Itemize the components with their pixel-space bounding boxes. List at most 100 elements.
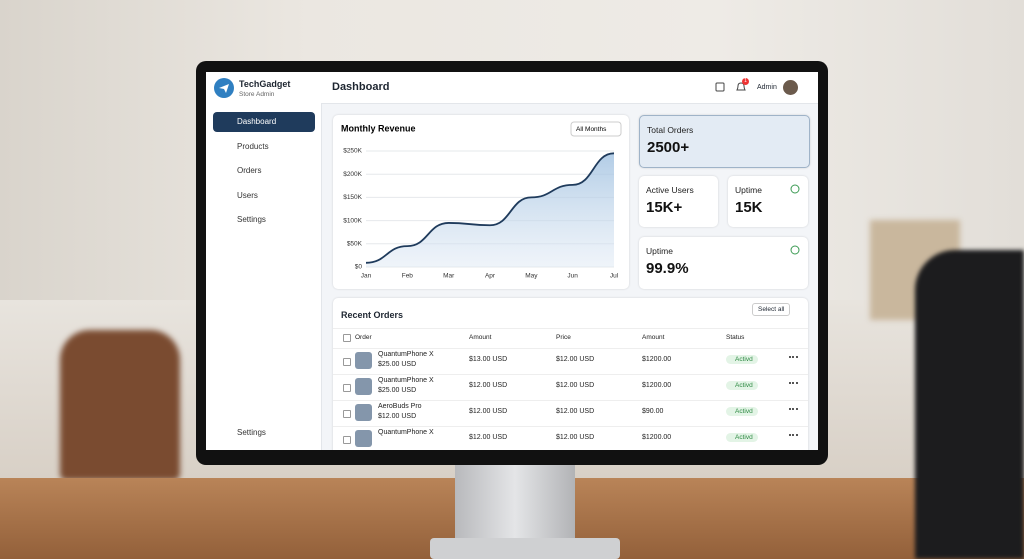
column-header: Price	[556, 334, 571, 341]
status-badge: Activd	[726, 407, 758, 416]
y-tick-label: $0	[355, 264, 363, 271]
stat-card: Uptime 99.9%	[639, 237, 808, 289]
user-name[interactable]: Admin	[757, 84, 777, 91]
topbar: Dashboard 1 Admin	[321, 72, 818, 104]
total: $1200.00	[642, 356, 672, 363]
notification-badge: 1	[742, 78, 749, 85]
product-price: $12.00 USD	[378, 413, 417, 420]
product-price: $25.00 USD	[378, 361, 417, 368]
column-header: Order	[355, 334, 372, 341]
product-thumb	[355, 404, 372, 421]
price: $12.00 USD	[556, 356, 595, 363]
product-name: QuantumPhone X	[378, 377, 434, 384]
nav-item[interactable]: Users	[237, 190, 258, 200]
orders-table: Order Amount Price Amount Status QuantumPhone…	[333, 328, 808, 450]
y-tick-label: $100K	[343, 217, 362, 224]
row-divider	[333, 348, 808, 349]
select-all-button[interactable]: Select all	[752, 303, 791, 316]
sidebar: TechGadget Store Admin Dashboard Products…	[206, 72, 322, 450]
row-menu[interactable]	[789, 408, 798, 412]
stat-label: Total Orders	[647, 125, 694, 135]
area	[366, 153, 614, 267]
amount: $12.00 USD	[469, 408, 508, 415]
product-price: $25.00 USD	[378, 387, 417, 394]
calendar-icon[interactable]	[715, 82, 725, 92]
row-divider	[333, 374, 808, 375]
nav-settings[interactable]: Settings	[237, 428, 266, 437]
y-tick-label: $50K	[347, 241, 363, 248]
orders-card: Recent Orders Select all Order Amount Pric…	[333, 298, 808, 450]
product-thumb	[355, 378, 372, 395]
page-title: Dashboard	[332, 81, 390, 93]
row-menu[interactable]	[789, 356, 798, 360]
price: $12.00 USD	[556, 434, 595, 441]
y-tick-label: $200K	[343, 171, 362, 178]
filter-dropdown[interactable]	[570, 121, 622, 137]
row-menu[interactable]	[789, 434, 798, 438]
row-divider	[333, 426, 808, 427]
x-tick-label: Apr	[485, 273, 496, 280]
nav-item[interactable]: Orders	[237, 166, 262, 175]
y-tick-label: $250K	[343, 148, 362, 155]
total: $1200.00	[642, 382, 672, 389]
status-badge: Activd	[726, 355, 758, 364]
nav-item[interactable]: Settings	[237, 215, 266, 224]
product-name: QuantumPhone X	[378, 351, 434, 358]
x-tick-label: Jul	[610, 273, 619, 280]
stat-card: Uptime 15K	[728, 176, 808, 227]
revenue-card: Monthly Revenue All Months $0 $50K $100K $1…	[333, 115, 629, 289]
brand: TechGadget	[239, 79, 291, 89]
monitor-stand	[455, 455, 575, 545]
checkbox[interactable]	[343, 436, 351, 444]
nav-item[interactable]: Products	[237, 141, 269, 151]
x-tick-label: Jun	[567, 273, 578, 280]
x-tick-label: May	[525, 273, 538, 280]
stat-value: 99.9%	[646, 260, 689, 277]
product-name: AeroBuds Pro	[378, 403, 422, 410]
status-badge: Activd	[726, 433, 758, 442]
y-tick-label: $150K	[343, 194, 362, 201]
status-badge: Activd	[726, 381, 758, 390]
chart-title: Monthly Revenue	[341, 123, 416, 133]
stat-label: Uptime	[646, 246, 673, 256]
stat-value: 15K	[735, 199, 763, 216]
column-header: Amount	[469, 334, 492, 341]
x-tick-label: Feb	[402, 273, 414, 280]
checkbox	[343, 334, 351, 342]
checkbox[interactable]	[343, 358, 351, 366]
power-icon	[790, 245, 800, 255]
column-header: Amount	[642, 334, 665, 341]
line	[365, 152, 615, 264]
chair-foreground	[915, 250, 1024, 559]
bell-icon[interactable]	[735, 81, 747, 93]
product-thumb	[355, 352, 372, 369]
stat-value: 2500+	[647, 139, 690, 156]
total: $90.00	[642, 408, 664, 415]
stat-card: Total Orders 2500+	[639, 115, 810, 168]
row-divider	[333, 400, 808, 401]
check-icon	[790, 184, 800, 194]
total: $1200.00	[642, 434, 672, 441]
stand-base	[430, 538, 620, 559]
stat-card: Active Users 15K+	[639, 176, 718, 227]
row-menu[interactable]	[789, 382, 798, 386]
filter-label[interactable]: All Months	[576, 126, 607, 133]
chart: Monthly Revenue All Months $0 $50K $100K $1…	[341, 121, 622, 280]
stat-label: Uptime	[735, 185, 762, 195]
price: $12.00 USD	[556, 382, 595, 389]
column-header: Status	[726, 334, 745, 341]
amount: $13.00 USD	[469, 356, 508, 363]
product-thumb	[355, 430, 372, 447]
avatar[interactable]	[783, 80, 798, 95]
screen: TechGadget Store Admin Dashboard Products…	[206, 72, 818, 450]
orders-title: Recent Orders	[341, 310, 404, 320]
chair	[60, 330, 180, 480]
checkbox[interactable]	[343, 410, 351, 418]
stat-label: Active Users	[646, 185, 694, 195]
logo	[214, 78, 234, 98]
amount: $12.00 USD	[469, 382, 508, 389]
amount: $12.00 USD	[469, 434, 508, 441]
nav-item[interactable]: Dashboard	[213, 112, 315, 132]
checkbox[interactable]	[343, 384, 351, 392]
